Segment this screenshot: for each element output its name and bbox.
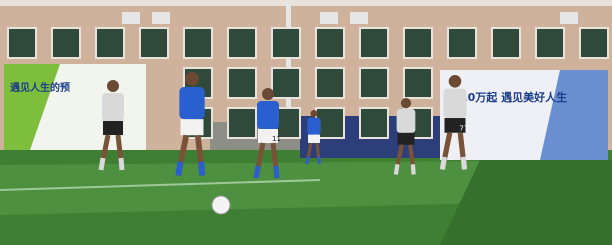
ac-unit: [350, 12, 368, 24]
jersey: [443, 89, 466, 118]
window: [316, 28, 344, 58]
window: [360, 108, 388, 138]
window: [536, 28, 564, 58]
window: [360, 68, 388, 98]
head: [185, 72, 199, 86]
shorts: [398, 133, 415, 145]
jersey: [307, 118, 320, 135]
window: [228, 28, 256, 58]
window: [8, 28, 36, 58]
jersey: [397, 109, 416, 133]
window: [404, 28, 432, 58]
window: [184, 28, 212, 58]
sock: [413, 164, 414, 174]
sock: [396, 164, 398, 174]
sock: [319, 157, 320, 164]
sock: [121, 158, 122, 170]
ac-unit: [560, 12, 578, 24]
shorts: [181, 119, 204, 135]
sock: [201, 162, 202, 176]
window: [580, 28, 608, 58]
window: [316, 68, 344, 98]
shorts: [308, 135, 320, 143]
head: [449, 75, 462, 88]
head: [401, 98, 411, 108]
sock: [463, 157, 464, 170]
ac-unit: [320, 12, 338, 24]
window: [448, 28, 476, 58]
sock: [256, 166, 258, 178]
window: [272, 68, 300, 98]
jersey-number: 77: [459, 124, 469, 133]
window: [140, 28, 168, 58]
window: [492, 28, 520, 58]
head: [262, 88, 274, 100]
jersey: [179, 87, 204, 119]
jersey: [257, 101, 279, 129]
jersey-number: 11: [272, 135, 281, 143]
ac-unit: [152, 12, 170, 24]
window: [52, 28, 80, 58]
window: [272, 28, 300, 58]
window: [96, 28, 124, 58]
sock: [178, 162, 180, 176]
sock: [276, 166, 277, 178]
head: [310, 110, 317, 117]
sock: [442, 157, 444, 170]
sock: [307, 157, 308, 164]
banner-text: 10万起 遇见美好人生: [460, 90, 567, 104]
window: [360, 28, 388, 58]
photo: 遇见人生的预 10万起 遇见美好人生 11 77: [0, 0, 612, 245]
sock: [101, 158, 103, 170]
ac-unit: [122, 12, 140, 24]
shorts: [103, 121, 123, 135]
page: 遇见人生的预 10万起 遇见美好人生 1177 (() => { const d…: [0, 0, 612, 245]
jersey: [102, 93, 124, 121]
window: [404, 68, 432, 98]
banner-text: 遇见人生的预: [10, 81, 70, 94]
ball: [212, 196, 230, 214]
sky: [0, 0, 612, 6]
window: [228, 108, 256, 138]
head: [107, 80, 119, 92]
window: [228, 68, 256, 98]
